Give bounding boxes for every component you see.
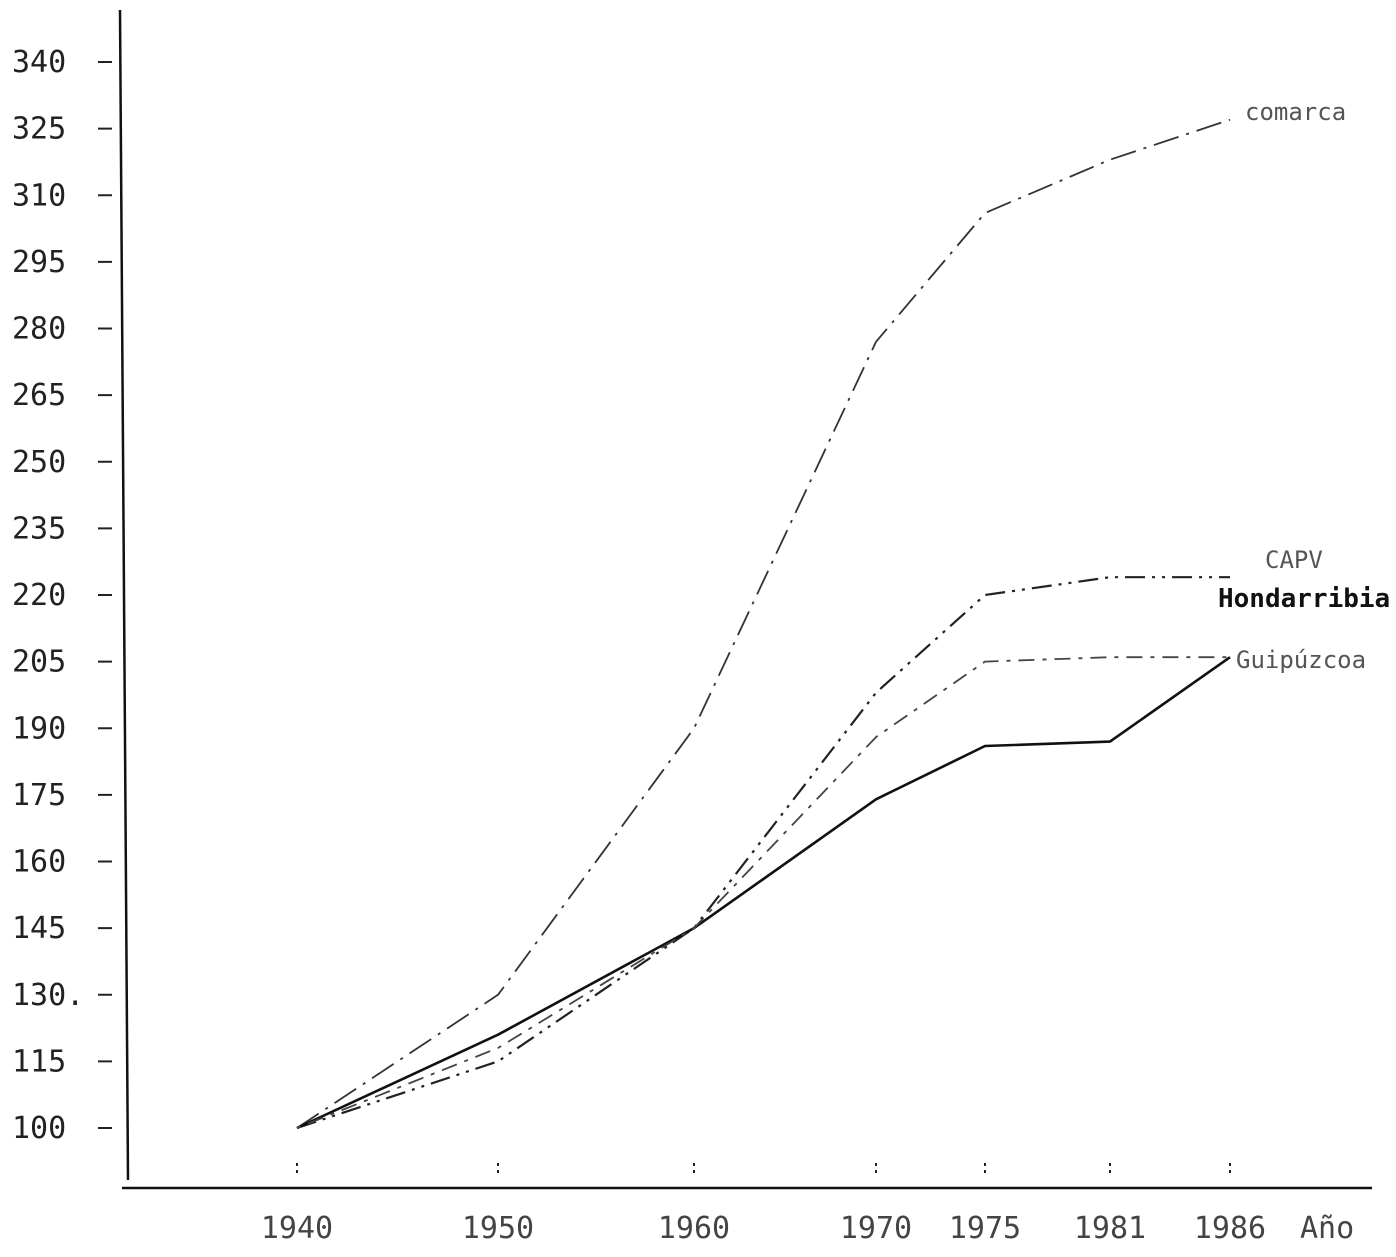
x-tick-label: 1981 [1074,1211,1146,1246]
y-tick-label: 295 [12,245,66,280]
series-line-capv [296,576,1230,1130]
y-tick-label: 340 [12,45,66,80]
x-axis-label: Año [1300,1211,1354,1246]
y-tick-label: 190 [12,711,66,746]
series-group [296,118,1231,1130]
y-ticks: 100 115 130. 145 160 175 190 205 220 235 250 265 280… [12,45,112,1146]
x-tick-label: 1950 [462,1211,534,1246]
series-line-comarca [296,118,1231,1129]
x-tick-label: 1986 [1194,1211,1266,1246]
series-label-guip-zcoa: Guipúzcoa [1236,646,1366,674]
y-tick-label: 220 [12,578,66,613]
x-tick-label: 1940 [261,1211,333,1246]
series-label-capv: CAPV [1265,546,1323,574]
y-tick-label: 175 [12,778,66,813]
series-line-hondarribia [296,656,1231,1130]
y-axis [118,9,130,1181]
series-labels: comarca CAPV Hondarribia Guipúzcoa [1218,98,1390,674]
y-tick-label: 115 [12,1044,66,1079]
y-tick-label: 325 [12,112,66,147]
series-label-hondarribia: Hondarribia [1218,584,1390,614]
y-tick-label: 310 [12,178,66,213]
y-tick-label: 160 [12,845,66,880]
y-tick-label: 130. [12,978,84,1013]
x-tick-label: 1960 [658,1211,730,1246]
x-tick-label: 1975 [949,1211,1021,1246]
y-tick-label: 265 [12,378,66,413]
y-tick-label: 235 [12,511,66,546]
y-tick-label: 280 [12,312,66,347]
y-tick-label: 145 [12,911,66,946]
x-tick-label: 1970 [840,1211,912,1246]
series-line-guip-zcoa [296,656,1230,1129]
series-label-comarca: comarca [1245,98,1346,126]
x-ticks: 1940 1950 1960 1970 1975 1981 1986 [261,1163,1266,1246]
y-tick-label: 205 [12,645,66,680]
y-tick-label: 250 [12,445,66,480]
y-tick-label: 100 [12,1111,66,1146]
